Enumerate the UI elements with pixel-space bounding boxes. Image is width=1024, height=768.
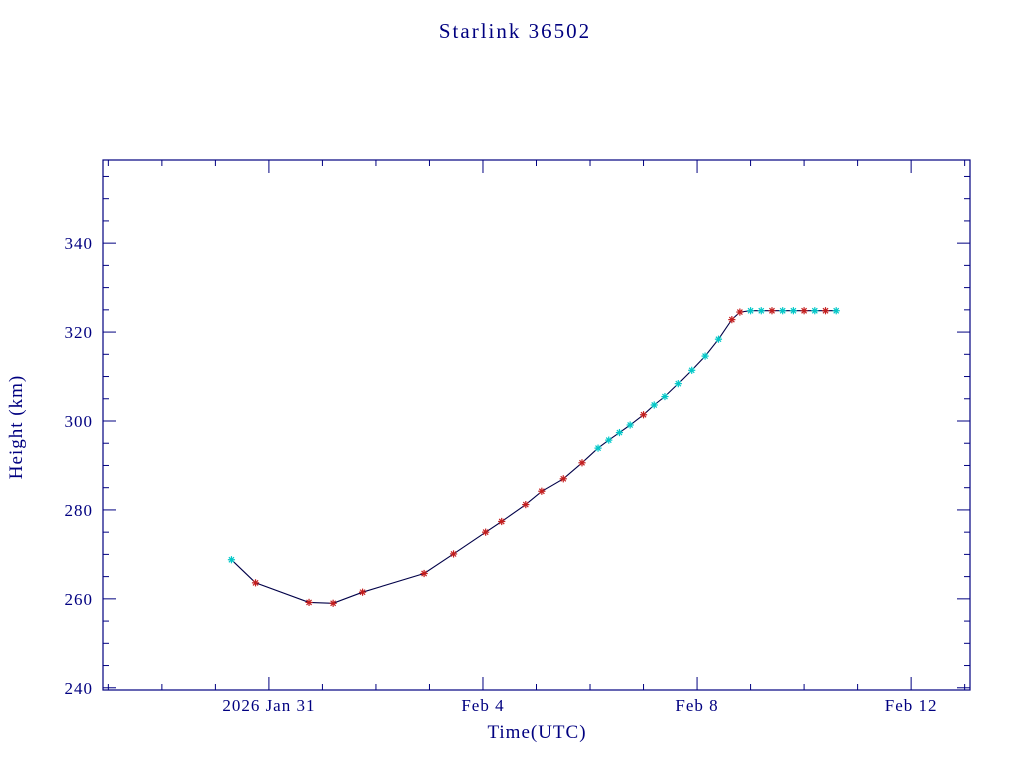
chart-title: Starlink 36502 [439,19,591,43]
data-point-marker [768,307,776,315]
plot-frame [102,159,971,691]
series-line [231,310,837,604]
data-point-marker [800,307,808,315]
data-point-marker [701,352,709,360]
data-point-marker [449,550,458,558]
data-point-marker [498,517,506,526]
data-point-marker [821,307,830,315]
data-point-marker [728,316,736,324]
data-point-marker [305,598,313,607]
data-point-marker [736,308,744,316]
data-point-marker [227,556,236,564]
x-axis-label: Time(UTC) [487,722,586,743]
data-point-marker [358,588,367,596]
data-point-marker [605,436,613,444]
data-point-marker [661,392,669,401]
data-point-marker [688,366,696,374]
y-tick-label: 260 [65,590,94,609]
data-point-marker [674,380,682,388]
x-tick-label: Feb 12 [885,696,938,715]
x-tick-label: Feb 8 [675,696,718,715]
data-point-marker [714,335,723,343]
data-point-marker [420,569,428,578]
data-point-marker [746,307,755,315]
x-tick-label: Feb 4 [461,696,504,715]
data-point-marker [482,528,490,536]
data-point-marker [811,307,819,315]
data-point-marker [757,307,765,315]
data-point-marker [329,599,337,607]
x-tick-label: 2026 Jan 31 [222,696,315,715]
data-point-marker [779,307,787,315]
data-point-marker [594,444,602,452]
data-point-marker [559,475,567,483]
data-point-marker [578,459,586,467]
data-point-marker [650,401,658,409]
data-point-marker [832,307,840,315]
data-point-marker [522,500,530,509]
y-tick-label: 340 [65,234,94,253]
y-axis-label: Height (km) [6,375,27,479]
plot-area: 2026 Jan 31 Feb 4 Feb 8 Feb 12 240 260 280 300 3… [65,159,971,715]
y-tick-label: 280 [65,501,94,520]
data-point-marker [251,579,260,587]
y-tick-label: 300 [65,412,94,431]
data-point-marker [615,428,624,437]
data-point-marker [789,307,797,315]
y-tick-label: 320 [65,323,94,342]
data-point-marker [626,421,634,429]
y-tick-label: 240 [65,679,94,698]
data-point-marker [639,411,648,419]
data-point-marker [538,487,546,495]
